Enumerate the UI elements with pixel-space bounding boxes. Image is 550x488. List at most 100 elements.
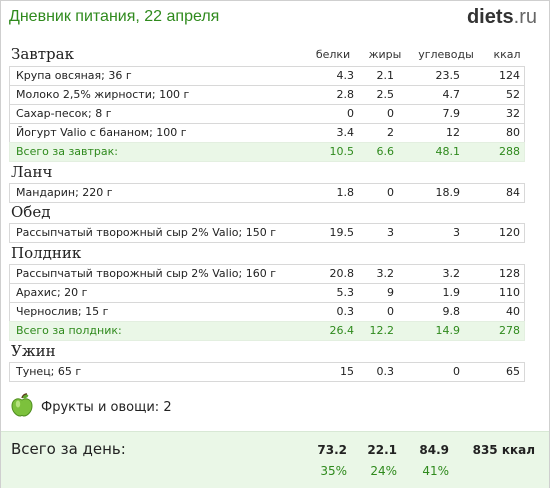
fat-value: 0: [387, 107, 394, 120]
col-header-fat: жиры: [368, 48, 402, 61]
table-row[interactable]: Тунец; 65 г 15 0.3 0 65: [9, 362, 525, 382]
fat-value: 9: [387, 286, 394, 299]
section-total-row: Всего за завтрак: 10.5 6.6 48.1 288: [9, 142, 525, 162]
day-fat-total: 22.1: [367, 443, 397, 457]
section-title-breakfast: Завтрак: [11, 45, 74, 63]
table-row[interactable]: Молоко 2,5% жирности; 100 г 2.8 2.5 4.7 …: [9, 85, 525, 105]
page-title: Дневник питания, 22 апреля: [9, 8, 220, 25]
carbs-total: 14.9: [435, 324, 461, 337]
brand-logo[interactable]: diets.ru: [467, 6, 537, 29]
food-name: Йогурт Valio с бананом; 100 г: [16, 126, 187, 139]
total-label: Всего за полдник:: [16, 324, 122, 337]
table-row[interactable]: Рассыпчатый творожный сыр 2% Valio; 160 …: [9, 264, 525, 284]
day-total-label: Всего за день:: [11, 440, 126, 458]
col-header-protein: белки: [315, 48, 351, 61]
carbs-value: 12: [446, 126, 460, 139]
protein-value: 19.5: [329, 226, 355, 239]
brand-domain: .ru: [513, 6, 537, 28]
fruits-label: Фрукты и овощи:: [41, 400, 160, 415]
kcal-value: 32: [506, 107, 520, 120]
day-protein-total: 73.2: [317, 443, 347, 457]
protein-total: 10.5: [329, 145, 355, 158]
carbs-value: 4.7: [442, 88, 461, 101]
day-carbs-total: 84.9: [419, 443, 449, 457]
fat-value: 0: [387, 305, 394, 318]
header: Дневник питания, 22 апреля diets.ru: [1, 1, 549, 35]
protein-value: 20.8: [329, 267, 355, 280]
kcal-value: 84: [506, 186, 520, 199]
protein-value: 2.8: [336, 88, 355, 101]
fat-value: 2.1: [376, 69, 395, 82]
section-title-snack: Полдник: [11, 244, 82, 262]
total-label: Всего за завтрак:: [16, 145, 119, 158]
apple-icon: [11, 393, 33, 417]
fat-total: 6.6: [376, 145, 395, 158]
food-name: Молоко 2,5% жирности; 100 г: [16, 88, 190, 101]
table-row[interactable]: Мандарин; 220 г 1.8 0 18.9 84: [9, 183, 525, 203]
brand-name: diets: [466, 6, 514, 28]
fat-value: 3.2: [376, 267, 395, 280]
fat-value: 3: [387, 226, 394, 239]
food-name: Рассыпчатый творожный сыр 2% Valio; 150 …: [16, 226, 276, 239]
day-carbs-percent: 41%: [422, 464, 449, 478]
table-row[interactable]: Рассыпчатый творожный сыр 2% Valio; 150 …: [9, 223, 525, 243]
fat-value: 2: [387, 126, 394, 139]
table-row[interactable]: Крупа овсяная; 36 г 4.3 2.1 23.5 124: [9, 66, 525, 86]
kcal-value: 52: [506, 88, 520, 101]
carbs-value: 3.2: [442, 267, 461, 280]
protein-value: 5.3: [336, 286, 355, 299]
section-title-dinner: Обед: [11, 203, 51, 221]
food-name: Тунец; 65 г: [16, 365, 82, 378]
carbs-value: 18.9: [435, 186, 461, 199]
protein-total: 26.4: [329, 324, 355, 337]
protein-value: 0: [347, 107, 354, 120]
kcal-value: 40: [506, 305, 520, 318]
fat-value: 0: [387, 186, 394, 199]
kcal-total: 288: [499, 145, 520, 158]
table-row[interactable]: Йогурт Valio с бананом; 100 г 3.4 2 12 8…: [9, 123, 525, 143]
fat-value: 0.3: [376, 365, 395, 378]
food-name: Сахар-песок; 8 г: [16, 107, 112, 120]
fat-value: 2.5: [376, 88, 395, 101]
carbs-value: 7.9: [442, 107, 461, 120]
kcal-value: 110: [499, 286, 520, 299]
day-kcal-total: 835 ккал: [472, 443, 535, 457]
food-name: Чернослив; 15 г: [16, 305, 109, 318]
protein-value: 4.3: [336, 69, 355, 82]
kcal-value: 128: [499, 267, 520, 280]
table-row[interactable]: Чернослив; 15 г 0.3 0 9.8 40: [9, 302, 525, 322]
protein-value: 0.3: [336, 305, 355, 318]
table-row[interactable]: Сахар-песок; 8 г 0 0 7.9 32: [9, 104, 525, 124]
kcal-value: 80: [506, 126, 520, 139]
protein-value: 15: [340, 365, 354, 378]
carbs-value: 9.8: [442, 305, 461, 318]
food-name: Рассыпчатый творожный сыр 2% Valio; 160 …: [16, 267, 276, 280]
table-row[interactable]: Арахис; 20 г 5.3 9 1.9 110: [9, 283, 525, 303]
carbs-value: 3: [453, 226, 460, 239]
fruits-label-group: Фрукты и овощи: 2: [41, 400, 172, 415]
food-name: Мандарин; 220 г: [16, 186, 113, 199]
kcal-total: 278: [499, 324, 520, 337]
day-total-panel: Всего за день: 73.2 22.1 84.9 835 ккал 3…: [1, 431, 549, 488]
carbs-value: 0: [453, 365, 460, 378]
section-title-supper: Ужин: [11, 342, 56, 360]
food-name: Арахис; 20 г: [16, 286, 88, 299]
protein-value: 3.4: [336, 126, 355, 139]
section-title-lunch: Ланч: [11, 163, 53, 181]
col-header-carbs: углеводы: [418, 48, 474, 61]
food-name: Крупа овсяная; 36 г: [16, 69, 132, 82]
carbs-value: 23.5: [435, 69, 461, 82]
kcal-value: 65: [506, 365, 520, 378]
section-total-row: Всего за полдник: 26.4 12.2 14.9 278: [9, 321, 525, 341]
carbs-value: 1.9: [442, 286, 461, 299]
day-protein-percent: 35%: [320, 464, 347, 478]
protein-value: 1.8: [336, 186, 355, 199]
col-header-kcal: ккал: [493, 48, 521, 61]
kcal-value: 120: [499, 226, 520, 239]
kcal-value: 124: [499, 69, 520, 82]
day-fat-percent: 24%: [370, 464, 397, 478]
fat-total: 12.2: [369, 324, 395, 337]
fruits-count: 2: [163, 400, 172, 415]
carbs-total: 48.1: [435, 145, 461, 158]
